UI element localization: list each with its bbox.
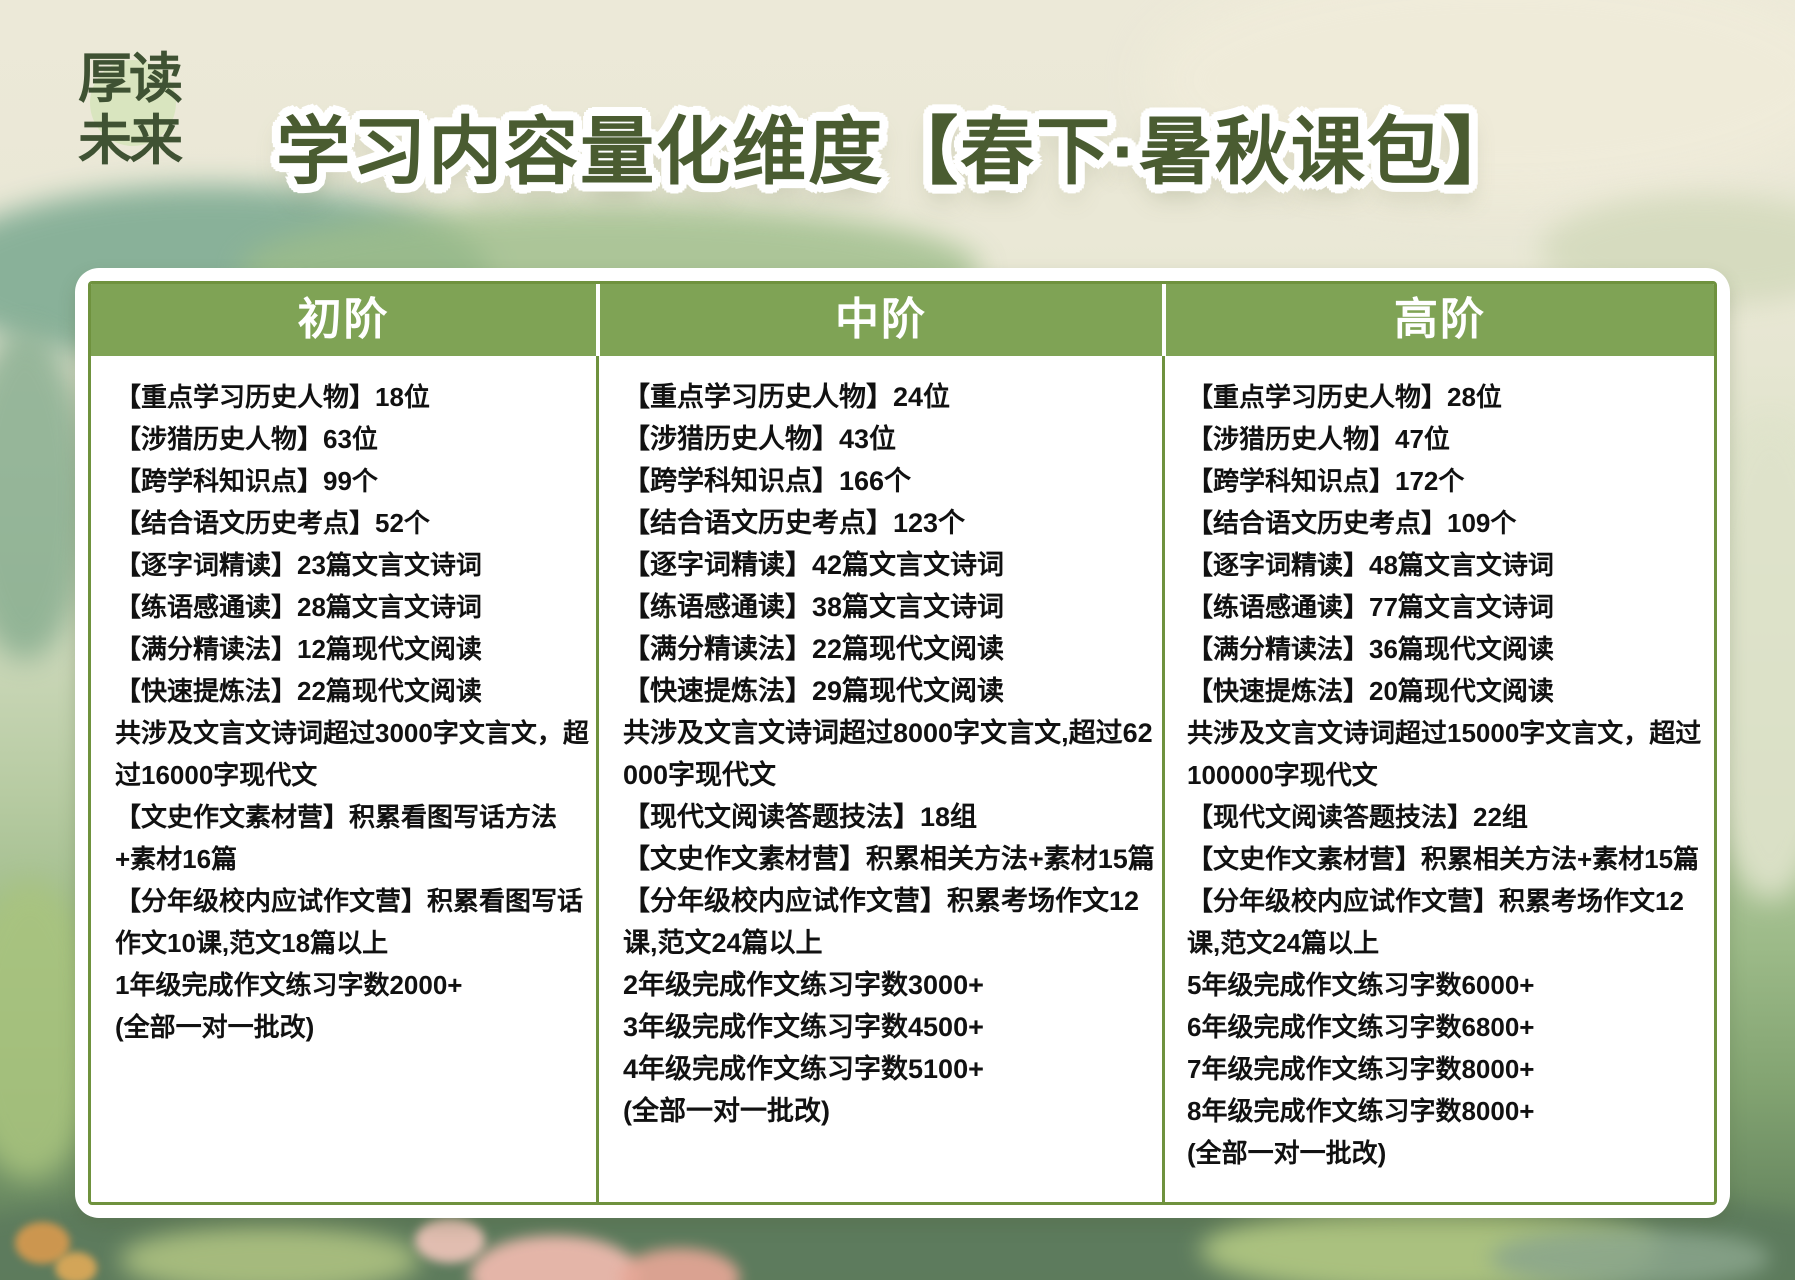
course-item: 共涉及文言文诗词超过15000字文言文，超过100000字现代文 xyxy=(1187,718,1702,790)
bg-mist-top-right xyxy=(1150,0,1795,200)
logo-line-2: 未来 xyxy=(78,111,183,171)
course-item: 【快速提炼法】20篇现代文阅读 xyxy=(1187,676,1554,706)
course-item: 共涉及文言文诗词超过3000字文言文，超过16000字现代文 xyxy=(115,718,589,790)
course-item: 【逐字词精读】23篇文言文诗词 xyxy=(115,550,482,580)
logo-line-1: 厚读 xyxy=(78,49,183,109)
table-column-intermediate: 中阶【重点学习历史人物】24位 【涉猎历史人物】43位 【跨学科知识点】166个【结… xyxy=(596,284,1162,1202)
course-item: 【现代文阅读答题技法】18组 xyxy=(623,802,978,832)
course-item: 4年级完成作文练习字数5100+ xyxy=(623,1054,984,1084)
course-item: 【练语感通读】28篇文言文诗词 xyxy=(115,592,482,622)
course-item: 【结合语文历史考点】52个 xyxy=(115,508,430,538)
bg-flower-orange-2 xyxy=(55,1252,97,1280)
column-body-advanced: 【重点学习历史人物】28位 【涉猎历史人物】47位 【跨学科知识点】172个【结合语… xyxy=(1162,356,1714,1202)
course-item: 【练语感通读】38篇文言文诗词 xyxy=(623,592,1005,622)
course-item: 5年级完成作文练习字数6000+ xyxy=(1187,970,1535,1000)
column-header-advanced: 高阶 xyxy=(1162,284,1714,356)
column-header-beginner: 初阶 xyxy=(91,284,596,356)
course-item: (全部一对一批改) xyxy=(1187,1138,1387,1168)
course-item: 【重点学习历史人物】28位 xyxy=(1187,382,1502,412)
brand-logo: 厚读 未来 xyxy=(78,48,238,172)
course-item: 【跨学科知识点】166个 xyxy=(623,466,912,496)
course-item: 8年级完成作文练习字数8000+ xyxy=(1187,1096,1535,1126)
bg-grass-bottom-left xyxy=(120,1225,420,1280)
bg-pond-right xyxy=(1490,1228,1770,1280)
course-item: 【分年级校内应试作文营】积累考场作文12课,范文24篇以上 xyxy=(1187,886,1684,958)
course-item: (全部一对一批改) xyxy=(623,1096,830,1126)
bg-flower-pink-bud xyxy=(415,1218,485,1263)
course-item: 【快速提炼法】22篇现代文阅读 xyxy=(115,676,482,706)
course-item: 【涉猎历史人物】47位 xyxy=(1187,424,1450,454)
course-item: 【快速提炼法】29篇现代文阅读 xyxy=(623,676,1005,706)
course-item: 【逐字词精读】42篇文言文诗词 xyxy=(623,550,1005,580)
course-item: 【分年级校内应试作文营】积累看图写话作文10课,范文18篇以上 xyxy=(115,886,584,958)
course-item: 【现代文阅读答题技法】22组 xyxy=(1187,802,1528,832)
course-item: 2年级完成作文练习字数3000+ xyxy=(623,970,984,1000)
course-item: 【满分精读法】36篇现代文阅读 xyxy=(1187,634,1554,664)
content-card: 初阶【重点学习历史人物】18位 【涉猎历史人物】63位 【跨学科知识点】99个【结合… xyxy=(75,268,1730,1218)
course-item: 1年级完成作文练习字数2000+ xyxy=(115,970,463,1000)
page-title: 学习内容量化维度【春下·暑秋课包】 xyxy=(276,110,1519,193)
course-item: 【跨学科知识点】172个 xyxy=(1187,466,1465,496)
course-item: 【逐字词精读】48篇文言文诗词 xyxy=(1187,550,1554,580)
column-body-beginner: 【重点学习历史人物】18位 【涉猎历史人物】63位 【跨学科知识点】99个【结合语文… xyxy=(91,356,596,1202)
table-column-advanced: 高阶【重点学习历史人物】28位 【涉猎历史人物】47位 【跨学科知识点】172个【结… xyxy=(1162,284,1714,1202)
column-body-intermediate: 【重点学习历史人物】24位 【涉猎历史人物】43位 【跨学科知识点】166个【结合语… xyxy=(596,356,1162,1202)
course-item: 【文史作文素材营】积累看图写话方法+素材16篇 xyxy=(115,802,558,874)
course-item: 7年级完成作文练习字数8000+ xyxy=(1187,1054,1535,1084)
column-header-intermediate: 中阶 xyxy=(596,284,1162,356)
course-item: 【分年级校内应试作文营】积累考场作文12课,范文24篇以上 xyxy=(623,886,1140,958)
course-item: 共涉及文言文诗词超过8000字文言文,超过62000字现代文 xyxy=(623,718,1153,790)
logo-badge-circle xyxy=(90,60,176,146)
course-table: 初阶【重点学习历史人物】18位 【涉猎历史人物】63位 【跨学科知识点】99个【结合… xyxy=(88,281,1717,1205)
course-item: 【文史作文素材营】积累相关方法+素材15篇 xyxy=(1187,844,1700,874)
course-item: 【满分精读法】12篇现代文阅读 xyxy=(115,634,482,664)
course-item: 3年级完成作文练习字数4500+ xyxy=(623,1012,984,1042)
course-item: 【满分精读法】22篇现代文阅读 xyxy=(623,634,1005,664)
course-item: 【重点学习历史人物】24位 xyxy=(623,382,951,412)
course-item: 【结合语文历史考点】109个 xyxy=(1187,508,1517,538)
course-item: (全部一对一批改) xyxy=(115,1012,315,1042)
course-item: 【重点学习历史人物】18位 xyxy=(115,382,430,412)
course-item: 6年级完成作文练习字数6800+ xyxy=(1187,1012,1535,1042)
table-column-beginner: 初阶【重点学习历史人物】18位 【涉猎历史人物】63位 【跨学科知识点】99个【结合… xyxy=(91,284,596,1202)
course-item: 【练语感通读】77篇文言文诗词 xyxy=(1187,592,1554,622)
course-item: 【涉猎历史人物】63位 xyxy=(115,424,378,454)
course-item: 【涉猎历史人物】43位 xyxy=(623,424,897,454)
course-item: 【跨学科知识点】99个 xyxy=(115,466,378,496)
course-item: 【结合语文历史考点】123个 xyxy=(623,508,966,538)
course-item: 【文史作文素材营】积累相关方法+素材15篇 xyxy=(623,844,1155,874)
